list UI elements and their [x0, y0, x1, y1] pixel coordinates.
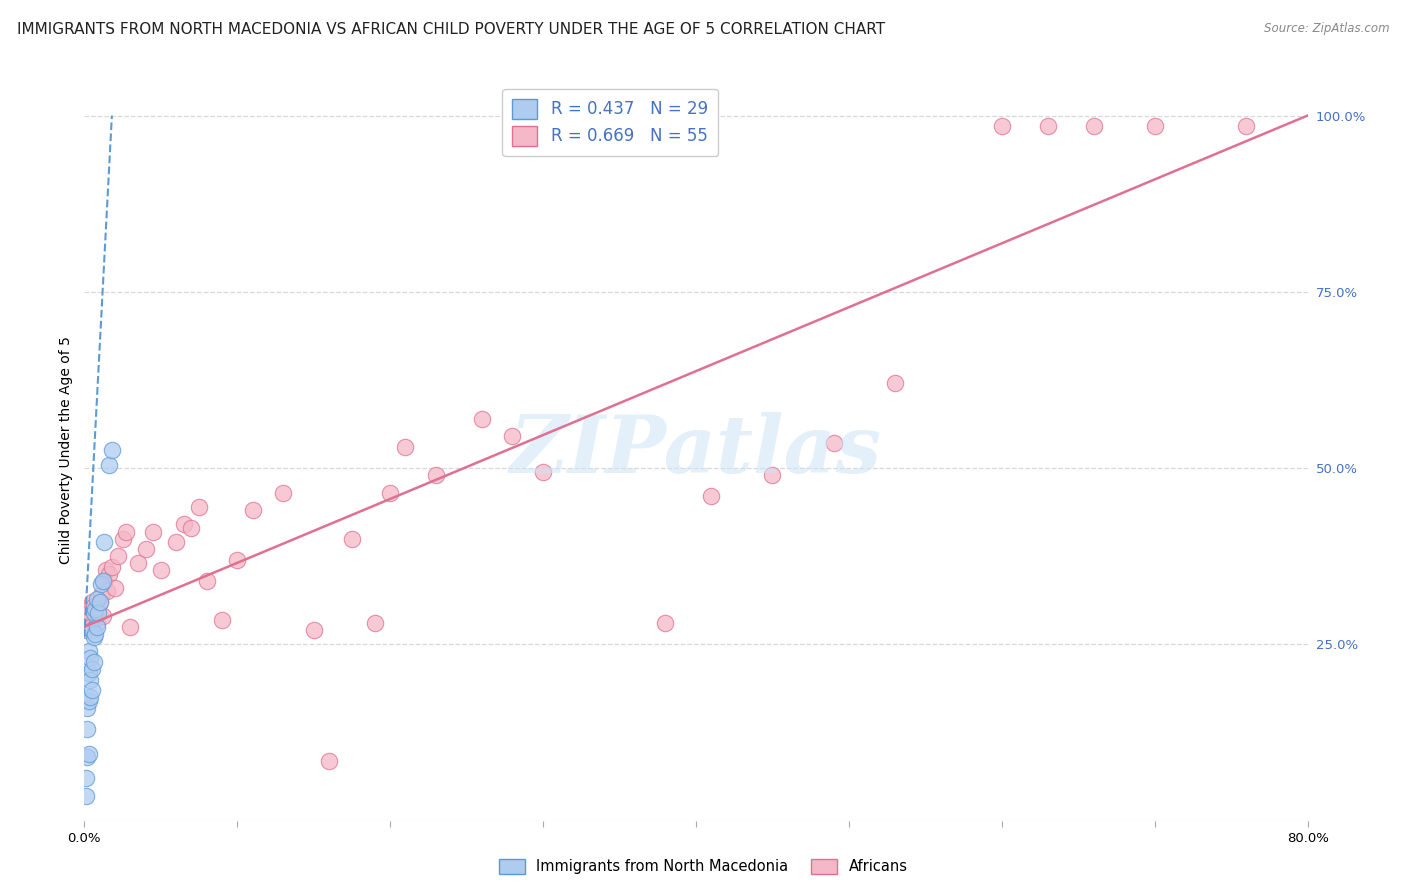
Point — [76, 613, 98, 627]
Text: ZIPatlas: ZIPatlas — [510, 412, 882, 489]
Point — [90, 588, 112, 602]
Point — [87, 606, 110, 620]
Point — [84, 627, 107, 641]
Point — [111, 532, 134, 546]
Legend: R = 0.437   N = 29, R = 0.669   N = 55: R = 0.437 N = 29, R = 0.669 N = 55 — [502, 88, 718, 156]
Point — [84, 602, 107, 616]
Point — [75, 624, 97, 638]
Point — [76, 722, 98, 736]
Point — [991, 119, 1014, 133]
Point — [76, 750, 98, 764]
Point — [211, 613, 233, 627]
Text: Source: ZipAtlas.com: Source: ZipAtlas.com — [1264, 22, 1389, 36]
Point — [91, 574, 114, 588]
Point — [149, 563, 172, 577]
Point — [1236, 119, 1258, 133]
Legend: Immigrants from North Macedonia, Africans: Immigrants from North Macedonia, African… — [492, 853, 914, 880]
Point — [80, 683, 103, 698]
Point — [271, 485, 294, 500]
Point — [1083, 119, 1105, 133]
Text: IMMIGRANTS FROM NORTH MACEDONIA VS AFRICAN CHILD POVERTY UNDER THE AGE OF 5 CORR: IMMIGRANTS FROM NORTH MACEDONIA VS AFRIC… — [17, 22, 884, 37]
Point — [80, 595, 103, 609]
Point — [77, 694, 100, 708]
Point — [471, 411, 494, 425]
Point — [79, 651, 101, 665]
Point — [364, 616, 387, 631]
Point — [173, 517, 195, 532]
Point — [883, 376, 905, 391]
Point — [77, 606, 100, 620]
Point — [195, 574, 218, 588]
Point — [79, 673, 101, 687]
Point — [80, 662, 103, 676]
Point — [83, 630, 105, 644]
Y-axis label: Child Poverty Under the Age of 5: Child Poverty Under the Age of 5 — [59, 336, 73, 565]
Point — [180, 521, 202, 535]
Point — [77, 747, 100, 761]
Point — [86, 616, 108, 631]
Point — [188, 500, 211, 514]
Point — [302, 624, 325, 638]
Point — [101, 443, 124, 458]
Point — [380, 485, 402, 500]
Point — [425, 468, 447, 483]
Point — [89, 595, 111, 609]
Point — [127, 556, 149, 570]
Point — [165, 535, 187, 549]
Point — [83, 655, 105, 669]
Point — [83, 606, 105, 620]
Point — [700, 489, 723, 503]
Point — [93, 574, 115, 588]
Point — [502, 429, 524, 443]
Point — [120, 620, 142, 634]
Point — [76, 701, 98, 715]
Point — [93, 535, 115, 549]
Point — [104, 581, 127, 595]
Point — [90, 577, 112, 591]
Point — [101, 559, 124, 574]
Point — [91, 609, 114, 624]
Point — [114, 524, 136, 539]
Point — [83, 599, 105, 613]
Point — [86, 620, 108, 634]
Point — [77, 644, 100, 658]
Point — [75, 772, 97, 786]
Point — [86, 591, 108, 606]
Point — [79, 690, 101, 705]
Point — [823, 436, 845, 450]
Point — [394, 440, 416, 454]
Point — [96, 584, 118, 599]
Point — [87, 602, 110, 616]
Point — [1036, 119, 1059, 133]
Point — [84, 606, 107, 620]
Point — [226, 553, 249, 567]
Point — [142, 524, 165, 539]
Point — [1143, 119, 1166, 133]
Point — [531, 465, 554, 479]
Point — [135, 542, 157, 557]
Point — [761, 468, 783, 483]
Point — [80, 624, 103, 638]
Point — [77, 665, 100, 680]
Point — [107, 549, 129, 564]
Point — [318, 754, 340, 768]
Point — [97, 458, 120, 472]
Point — [89, 595, 111, 609]
Point — [94, 563, 117, 577]
Point — [79, 620, 101, 634]
Point — [340, 532, 363, 546]
Point — [654, 616, 676, 631]
Point — [97, 566, 120, 581]
Point — [75, 789, 97, 803]
Point — [242, 503, 264, 517]
